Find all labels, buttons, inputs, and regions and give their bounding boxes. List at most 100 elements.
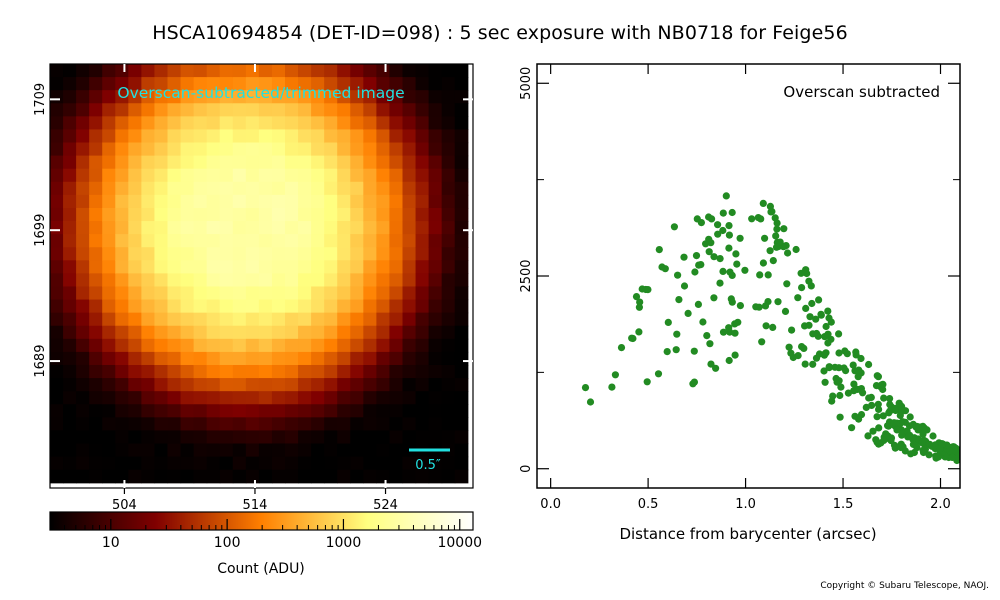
image-pixel <box>245 299 260 314</box>
image-pixel <box>363 351 377 366</box>
image-pixel <box>154 64 169 78</box>
image-pixel <box>206 129 221 144</box>
image-pixel <box>115 273 129 288</box>
image-pixel <box>193 273 208 288</box>
image-pixel <box>89 443 103 458</box>
image-pixel <box>454 90 469 104</box>
image-pixel <box>180 142 195 157</box>
image-pixel <box>311 77 325 91</box>
image-pixel <box>115 456 129 471</box>
image-pixel <box>376 116 391 131</box>
image-pixel <box>454 417 469 432</box>
image-pixel <box>402 417 417 432</box>
image-pixel <box>258 77 273 91</box>
image-pixel <box>63 168 77 183</box>
image-pixel <box>167 90 182 104</box>
image-pixel <box>324 260 338 274</box>
image-pixel <box>258 325 273 340</box>
image-pixel <box>219 103 234 117</box>
image-pixel <box>154 417 169 432</box>
scatter-point <box>690 347 698 355</box>
image-pixel <box>389 378 404 392</box>
image-pixel <box>337 103 351 117</box>
image-pixel <box>115 103 129 117</box>
image-pixel <box>128 77 142 91</box>
scatter-point <box>825 364 833 372</box>
image-pixel <box>50 142 64 157</box>
scatter-point <box>680 253 688 261</box>
image-pixel <box>324 391 338 405</box>
image-pixel <box>363 181 377 196</box>
image-pixel <box>50 247 64 261</box>
image-pixel <box>454 469 469 484</box>
image-pixel <box>258 247 273 261</box>
image-pixel <box>180 260 195 274</box>
image-pixel <box>141 469 156 484</box>
image-pixel <box>63 129 77 144</box>
image-pixel <box>337 247 351 261</box>
image-pixel <box>180 351 195 366</box>
image-pixel <box>141 90 156 104</box>
image-pixel <box>245 469 260 484</box>
image-pixel <box>89 247 103 261</box>
image-pixel <box>324 194 338 209</box>
image-pixel <box>154 77 169 91</box>
image-pixel <box>141 391 156 405</box>
image-pixel <box>154 181 169 196</box>
image-pixel <box>141 430 156 445</box>
image-pixel <box>115 378 129 392</box>
image-pixel <box>50 364 64 379</box>
colorbar-tick-label: 10 <box>102 535 120 551</box>
image-pixel <box>102 417 116 432</box>
image-pixel <box>415 404 430 418</box>
image-pixel <box>311 469 325 484</box>
image-pixel <box>428 273 443 288</box>
image-pixel <box>285 155 299 170</box>
image-pixel <box>128 404 142 418</box>
scatter-point <box>893 426 901 434</box>
image-pixel <box>311 286 325 301</box>
image-pixel <box>402 181 417 196</box>
image-pixel <box>337 181 351 196</box>
image-pixel <box>298 168 312 183</box>
image-pixel <box>245 234 260 248</box>
scatter-point <box>880 394 888 402</box>
image-pixel <box>298 181 312 196</box>
image-pixel <box>258 286 273 301</box>
image-pixel <box>402 378 417 392</box>
colorbar-label: Count (ADU) <box>217 561 305 577</box>
scatter-point <box>643 378 651 386</box>
image-pixel <box>428 456 443 471</box>
image-pixel <box>376 351 391 366</box>
scatter-point <box>581 384 590 392</box>
image-pixel <box>154 430 169 445</box>
image-pixel <box>102 299 116 314</box>
scatter-point <box>836 413 844 421</box>
image-pixel <box>193 325 208 340</box>
colorbar-tick-label: 1000 <box>326 535 362 551</box>
image-pixel <box>298 221 312 235</box>
image-pixel <box>285 247 299 261</box>
image-pixel <box>324 168 338 183</box>
image-pixel <box>376 142 391 157</box>
image-pixel <box>415 312 430 327</box>
image-pixel <box>376 325 391 340</box>
image-pixel <box>298 378 312 392</box>
scatter-point <box>586 398 595 406</box>
image-pixel <box>115 142 129 157</box>
image-pixel <box>89 90 103 104</box>
scatter-point <box>761 234 769 242</box>
image-pixel <box>219 325 234 340</box>
image-pixel <box>141 194 156 209</box>
image-pixel <box>50 456 64 471</box>
image-pixel <box>389 273 404 288</box>
image-pixel <box>402 142 417 157</box>
image-pixel <box>389 181 404 196</box>
image-pixel <box>180 338 195 353</box>
scatter-point <box>857 411 866 419</box>
image-pixel <box>76 194 90 209</box>
image-pixel <box>76 378 90 392</box>
image-pixel <box>441 77 456 91</box>
image-pixel <box>271 64 286 78</box>
image-pixel <box>232 155 247 170</box>
